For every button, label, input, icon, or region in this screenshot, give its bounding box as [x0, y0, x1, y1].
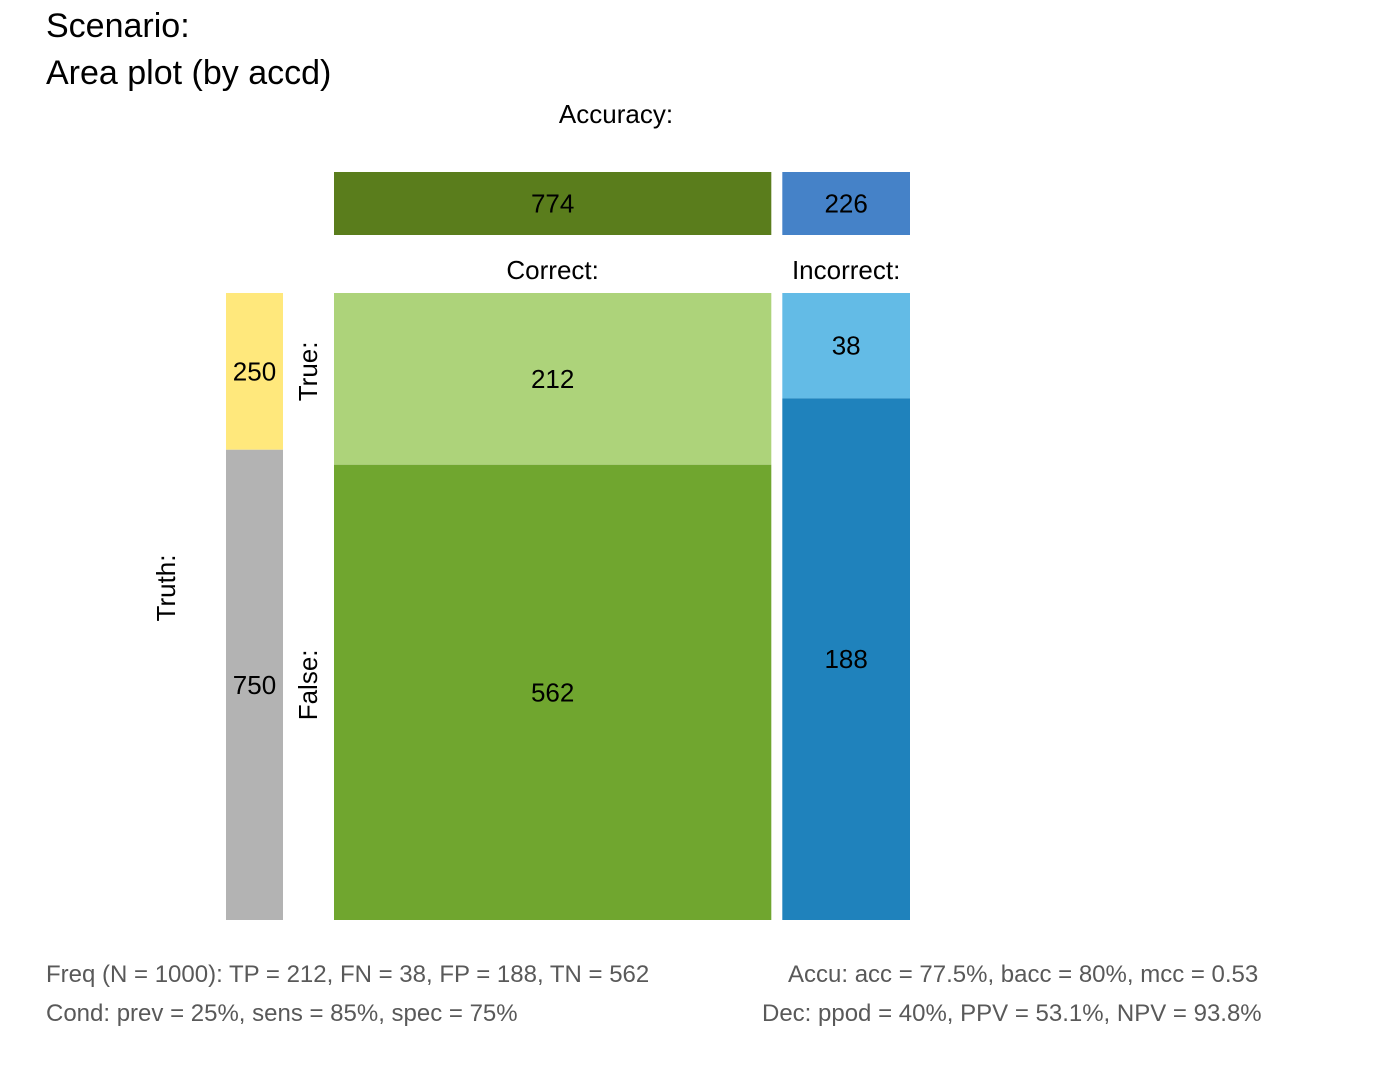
- accuracy-bar-correct: [334, 172, 772, 235]
- cell-value-TN: 562: [531, 677, 574, 707]
- accuracy-bar-incorrect: [782, 172, 910, 235]
- truth-bar-value-false: 750: [233, 670, 276, 700]
- accuracy-bar-value-incorrect: 226: [824, 189, 867, 219]
- cell-value-TP: 212: [531, 364, 574, 394]
- column-header-incorrect: Incorrect:: [792, 255, 900, 285]
- chart-title-line2: Area plot (by accd): [46, 54, 332, 92]
- cell-FP: [782, 398, 910, 920]
- footer-accu: Accu: acc = 77.5%, bacc = 80%, mcc = 0.5…: [788, 961, 1259, 988]
- accuracy-bar-value-correct: 774: [531, 189, 574, 219]
- truth-label: Truth:: [151, 555, 181, 622]
- row-label-true: True:: [293, 342, 323, 402]
- footer-cond: Cond: prev = 25%, sens = 85%, spec = 75%: [46, 1000, 518, 1027]
- chart-title-line1: Scenario:: [46, 7, 190, 45]
- accuracy-label: Accuracy:: [559, 99, 673, 129]
- cell-TP: [334, 293, 772, 465]
- cell-value-FP: 188: [824, 644, 867, 674]
- column-header-correct: Correct:: [506, 255, 598, 285]
- cell-value-FN: 38: [832, 331, 861, 361]
- truth-bar-value-true: 250: [233, 356, 276, 386]
- truth-bar-true: [226, 293, 283, 450]
- row-label-false: False:: [293, 649, 323, 720]
- cell-FN: [782, 293, 910, 399]
- truth-bar-false: [226, 449, 283, 920]
- cell-TN: [334, 464, 772, 920]
- footer-freq: Freq (N = 1000): TP = 212, FN = 38, FP =…: [46, 961, 650, 988]
- footer-dec: Dec: ppod = 40%, PPV = 53.1%, NPV = 93.8…: [762, 1000, 1262, 1027]
